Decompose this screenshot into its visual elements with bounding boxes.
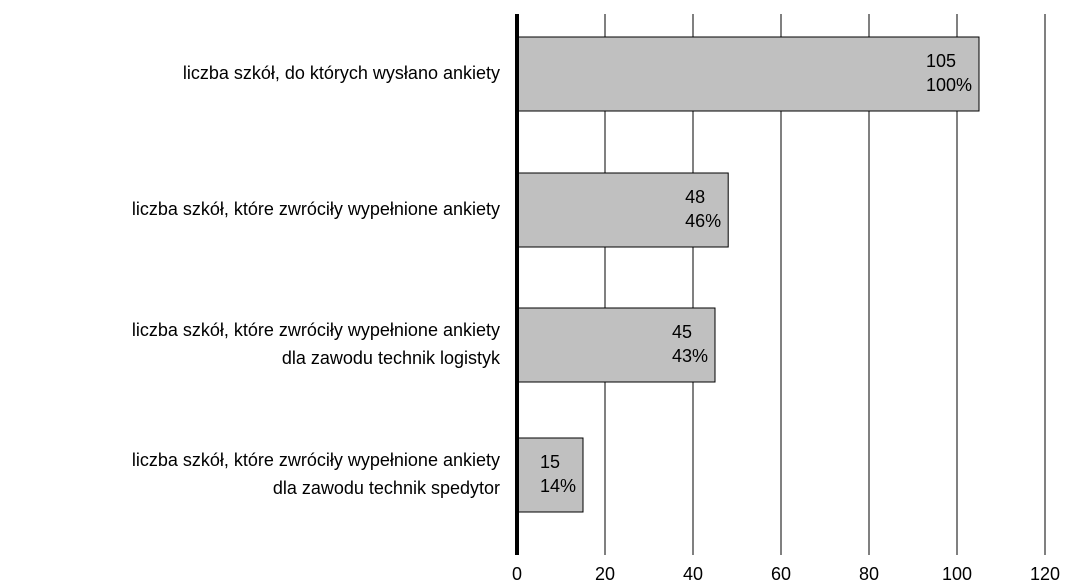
value-label: 45 [672,322,692,342]
share-label: 100% [926,75,972,95]
bar [516,437,584,513]
x-tick-label: 20 [595,564,615,583]
value-label: 105 [926,51,956,71]
share-label: 46% [685,211,721,231]
x-tick-label: 100 [942,564,972,583]
share-label: 14% [540,476,576,496]
share-label: 43% [672,346,708,366]
x-tick-label: 80 [859,564,879,583]
value-label: 15 [540,452,560,472]
category-label: dla zawodu technik spedytor [273,478,500,498]
x-tick-label: 120 [1030,564,1060,583]
x-tick-label: 40 [683,564,703,583]
category-label: liczba szkół, które zwróciły wypełnione … [132,320,500,340]
bar [516,36,980,112]
x-tick-label: 0 [512,564,522,583]
category-label: liczba szkół, do których wysłano ankiety [183,63,500,83]
value-label: 48 [685,187,705,207]
category-label: dla zawodu technik logistyk [282,348,501,368]
category-label: liczba szkół, które zwróciły wypełnione … [132,199,500,219]
category-label: liczba szkół, które zwróciły wypełnione … [132,450,500,470]
x-tick-label: 60 [771,564,791,583]
bar [516,172,729,248]
